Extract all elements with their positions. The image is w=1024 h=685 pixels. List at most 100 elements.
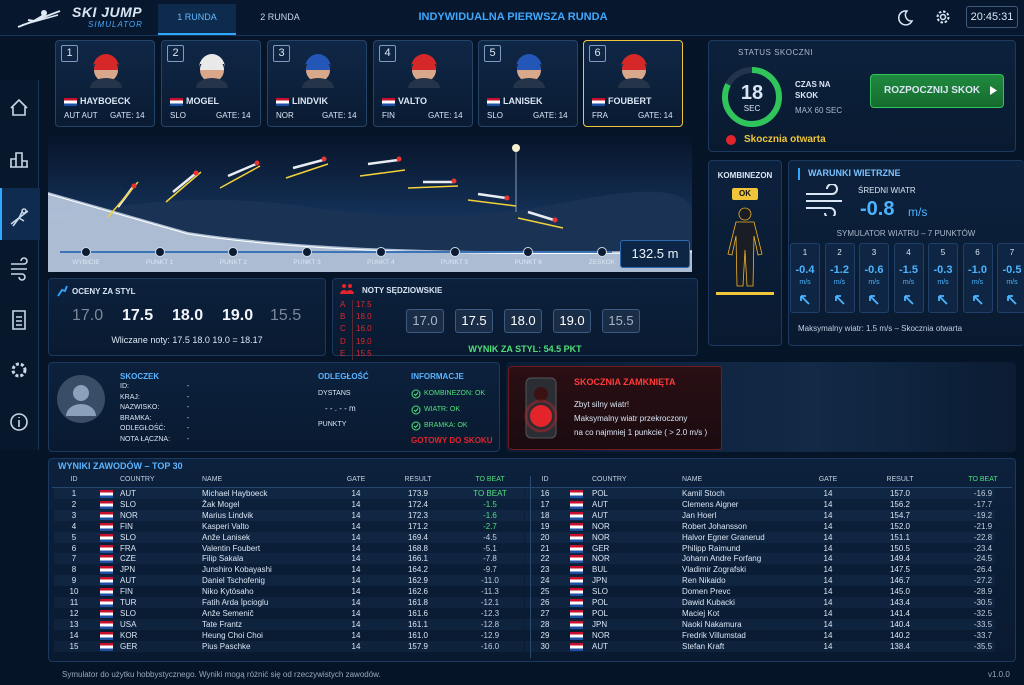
- cell-to-beat: -27.2: [973, 576, 993, 586]
- timeline-label: PUNKT 6: [514, 259, 542, 266]
- suit-title: KOMBINEZON: [717, 171, 773, 180]
- field-value: -: [187, 404, 190, 412]
- logo-icon: [17, 10, 61, 28]
- timer-ring: [722, 67, 782, 127]
- field-value: -: [187, 393, 190, 401]
- time-label: SKOK: [795, 91, 819, 100]
- cell-gate: 14: [351, 608, 361, 618]
- judges-title: NOTY SĘDZIOWSKIE: [362, 286, 443, 295]
- info-title: INFORMACJE: [411, 372, 464, 381]
- start-button[interactable]: [870, 74, 1004, 108]
- cell-to-beat: -4.5: [483, 532, 497, 542]
- cell-id: 21: [540, 543, 550, 553]
- judge-value: 18.0: [356, 312, 372, 322]
- cell-country: JPN: [592, 576, 608, 586]
- cell-gate: 14: [823, 499, 833, 509]
- jumper-country: SLO: [170, 111, 187, 120]
- cell-name: Maciej Kot: [682, 608, 720, 618]
- cell-id: 7: [71, 554, 77, 564]
- cell-gate: 14: [823, 598, 833, 607]
- jumper-name: FOUBERT: [608, 96, 652, 106]
- row-stripe: [54, 553, 524, 565]
- wind-point-unit: m/s: [868, 279, 880, 286]
- cell-to-beat: -9.7: [483, 565, 497, 575]
- tab-active[interactable]: 1 RUNDA: [158, 4, 236, 35]
- cell-country: GER: [592, 543, 610, 553]
- jumper-card[interactable]: 5 LANISEK SLO GATE: 14: [478, 40, 578, 127]
- column-header: ID: [70, 476, 78, 483]
- row-stripe: [525, 509, 995, 521]
- status-title: STATUS SKOCZNI: [738, 48, 814, 57]
- cell-name: Jan Hoerl: [682, 510, 717, 520]
- cell-id: 5: [71, 532, 77, 542]
- cell-id: 2: [71, 499, 77, 509]
- cell-result: 140.2: [889, 630, 911, 640]
- cell-result: 172.3: [407, 510, 429, 520]
- wind-point: 7 -0.5 m/s: [997, 243, 1024, 313]
- settings-button[interactable]: [934, 8, 952, 26]
- cell-result: 152.0: [889, 521, 911, 531]
- country-flag: [100, 631, 113, 640]
- field-label: KRAJ:: [120, 393, 140, 401]
- jumper-card[interactable]: 3 LINDVIK NOR GATE: 14: [267, 40, 367, 127]
- cell-result: 143.4: [889, 598, 911, 607]
- jumper-card[interactable]: 2 MOGEL SLO GATE: 14: [161, 40, 261, 127]
- cell-result: 145.0: [889, 587, 911, 597]
- field-label: NAZWISKO:: [120, 404, 160, 412]
- column-header: RESULT: [404, 476, 432, 483]
- cell-name: Fatih Arda İpcioglu: [202, 598, 269, 607]
- cell-gate: 14: [351, 521, 361, 531]
- row-stripe: [525, 531, 995, 543]
- cell-to-beat: -12.9: [480, 630, 500, 640]
- country-flag: [100, 555, 113, 564]
- country-flag: [570, 544, 583, 553]
- wind-avg-value: -0.8: [860, 198, 895, 220]
- info-item: WIATR: OK: [424, 406, 461, 413]
- cell-name: Tate Frantz: [202, 619, 243, 629]
- results-panel: [48, 458, 1016, 662]
- country-flag: [100, 511, 113, 520]
- judge-value: 17.5: [356, 300, 372, 309]
- cell-id: 13: [69, 619, 79, 629]
- timer-value: 18: [740, 82, 764, 104]
- wind-point-value: -1.0: [968, 264, 987, 276]
- column-header: RESULT: [886, 476, 914, 483]
- nav-jump[interactable]: [10, 208, 29, 227]
- nav-home[interactable]: [10, 98, 28, 116]
- jumper-name: MOGEL: [186, 96, 219, 106]
- nav-settings[interactable]: [11, 362, 27, 378]
- cell-result: 141.4: [889, 608, 911, 618]
- jumper-flag: [592, 98, 605, 106]
- nav-info[interactable]: [10, 413, 28, 431]
- theme-toggle[interactable]: [896, 9, 914, 27]
- cell-gate: 14: [351, 576, 361, 586]
- country-flag: [100, 522, 113, 531]
- cell-id: 16: [540, 489, 550, 498]
- nav-standings[interactable]: [10, 152, 28, 168]
- clock: 20:45:31: [966, 6, 1018, 28]
- nav-list[interactable]: [12, 310, 26, 330]
- timeline-point: [81, 247, 91, 257]
- tab[interactable]: 2 RUNDA: [260, 12, 300, 22]
- jumper-card[interactable]: 4 VALTO FIN GATE: 14: [373, 40, 473, 127]
- cell-country: FRA: [120, 543, 136, 553]
- jumper-card[interactable]: 1 HAYBOECK AUT AUT GATE: 14: [55, 40, 155, 127]
- cell-id: 29: [540, 630, 550, 640]
- timeline-label: ZESKOK: [588, 259, 616, 266]
- cell-to-beat: -30.5: [973, 598, 993, 607]
- jumper-photo: [196, 54, 228, 88]
- alert-line: na co najmniej 1 punkcie ( > 2.0 m/s ): [574, 428, 708, 437]
- sidebar-active: [0, 188, 40, 240]
- jumper-country: FRA: [592, 111, 608, 120]
- jumper-card[interactable]: 6 FOUBERT FRA GATE: 14: [583, 40, 683, 127]
- cell-to-beat: -22.8: [973, 532, 993, 542]
- cell-gate: 14: [351, 489, 361, 498]
- jumper-photo: [302, 54, 334, 88]
- nav-wind[interactable]: [11, 257, 28, 281]
- judge-value: 16.0: [356, 324, 372, 334]
- points-label: PUNKTY: [318, 421, 347, 428]
- cell-result: 151.1: [889, 532, 911, 542]
- column-header: GATE: [818, 476, 838, 483]
- suit-status: OK: [732, 188, 758, 200]
- cell-to-beat: -1.5: [483, 499, 497, 509]
